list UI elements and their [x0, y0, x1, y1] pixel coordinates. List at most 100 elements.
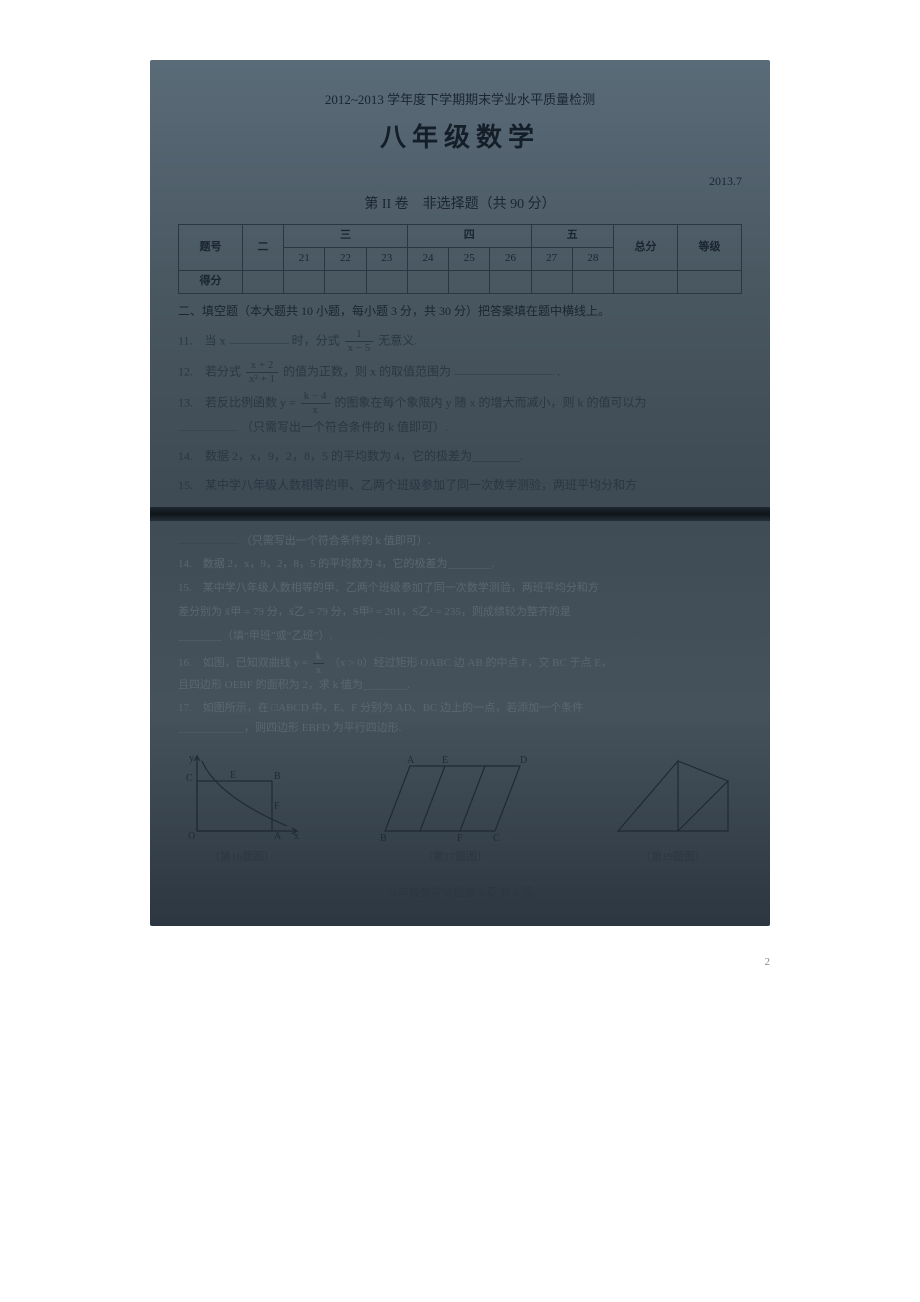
svg-text:F: F — [457, 833, 463, 841]
cell: 27 — [531, 247, 572, 270]
part-title: 第 II 卷 非选择题（共 90 分） — [178, 194, 742, 216]
question-11: 11. 当 x 时，分式 1 x − 5 无意义. — [178, 329, 742, 354]
q13-mid: 的图象在每个象限内 y 随 x 的增大而减小，则 k 的值可以为 — [335, 395, 647, 409]
q16-line2: 且四边形 OEBF 的面积为 2，求 k 值为＿＿＿＿. — [178, 679, 410, 691]
question-14: 14. 数据 2，x，9，2，8，5 的平均数为 4，它的极差为＿＿＿＿. — [178, 445, 742, 468]
svg-text:O: O — [188, 831, 195, 841]
figure-17: A E D B F C （第17题图） — [375, 751, 535, 867]
svg-text:C: C — [493, 833, 500, 841]
page: 2012~2013 学年度下学期期末学业水平质量检测 八年级数学 2013.7 … — [0, 0, 920, 1008]
svg-text:C: C — [186, 773, 193, 784]
figure-16-svg: O A B C F E x y — [182, 751, 302, 841]
cell — [407, 270, 448, 293]
q11-pre: 11. 当 x — [178, 333, 226, 347]
cell — [614, 270, 678, 293]
fraction: k x — [313, 651, 325, 676]
q11-mid: 时，分式 — [292, 333, 340, 347]
cell: 21 — [284, 247, 325, 270]
question-13: 13. 若反比例函数 y = k − 4 x 的图象在每个象限内 y 随 x 的… — [178, 391, 742, 439]
cell — [531, 270, 572, 293]
numerator: k − 4 — [301, 391, 330, 404]
question-15-repeat: 15. 某中学八年级人数相等的甲、乙两个班级参加了同一次数学测验，两班平均分和方 — [178, 579, 742, 599]
q12-pre: 12. 若分式 — [178, 364, 241, 378]
svg-text:B: B — [380, 833, 387, 841]
photo-split — [150, 507, 770, 521]
figure-16: O A B C F E x y （第16题图） — [182, 751, 302, 867]
denominator: x² + 1 — [246, 373, 278, 385]
figure-17-svg: A E D B F C — [375, 751, 535, 841]
svg-text:B: B — [274, 771, 281, 782]
blank — [178, 418, 238, 431]
svg-text:A: A — [407, 755, 415, 766]
question-17: 17. 如图所示，在 □ABCD 中，E、F 分别为 AD、BC 边上的一点，若… — [178, 699, 742, 739]
col-total: 总分 — [614, 224, 678, 270]
svg-text:x: x — [294, 831, 299, 841]
section-2-heading: 二、填空题（本大题共 10 小题，每小题 3 分，共 30 分）把答案填在题中横… — [178, 302, 742, 321]
cell: 23 — [366, 247, 407, 270]
exam-header-line: 2012~2013 学年度下学期期末学业水平质量检测 — [178, 90, 742, 111]
figure-17-caption: （第17题图） — [375, 849, 535, 867]
figure-19-svg — [608, 751, 738, 841]
cell — [449, 270, 490, 293]
col-5: 五 — [531, 224, 613, 247]
svg-text:F: F — [274, 801, 280, 812]
exam-title: 八年级数学 — [178, 117, 742, 159]
cell: 26 — [490, 247, 531, 270]
figure-19-caption: （第19题图） — [608, 849, 738, 867]
fraction: 1 x − 5 — [345, 329, 374, 354]
page-footer: 八年级数学试题第 3 页 共 8 页 — [178, 885, 742, 903]
text: （只需写出一个符合条件的 k 值即可）. — [241, 535, 431, 547]
cell — [677, 270, 741, 293]
score-table: 题号 二 三 四 五 总分 等级 21 22 23 24 25 26 27 28… — [178, 224, 742, 294]
cell: 28 — [572, 247, 613, 270]
denominator: x — [301, 404, 330, 416]
q17-line2: ＿＿＿＿＿＿，则四边形 EBFD 为平行四边形. — [178, 722, 401, 734]
col-grade: 等级 — [677, 224, 741, 270]
fraction: k − 4 x — [301, 391, 330, 416]
q11-post: 无意义. — [378, 333, 417, 347]
question-15d: ＿＿＿＿（填“甲班”或“乙班”）. — [178, 627, 742, 647]
col-4: 四 — [407, 224, 531, 247]
row-score: 得分 — [179, 270, 243, 293]
fraction: x + 2 x² + 1 — [246, 360, 278, 385]
svg-text:D: D — [520, 755, 527, 766]
question-13-repeat-note: （只需写出一个符合条件的 k 值即可）. — [178, 531, 742, 552]
table-row: 题号 二 三 四 五 总分 等级 — [179, 224, 742, 247]
cell: 22 — [325, 247, 366, 270]
svg-text:y: y — [189, 753, 194, 764]
q12-post: . — [557, 364, 560, 378]
numerator: 1 — [345, 329, 374, 342]
exam-photo: 2012~2013 学年度下学期期末学业水平质量检测 八年级数学 2013.7 … — [150, 60, 770, 926]
denominator: x — [313, 664, 325, 676]
question-15: 15. 某中学八年级人数相等的甲、乙两个班级参加了同一次数学测验，两班平均分和方 — [178, 474, 742, 497]
figures-row: O A B C F E x y （第16题图） — [178, 751, 742, 867]
svg-text:A: A — [274, 831, 282, 841]
denominator: x − 5 — [345, 342, 374, 354]
blank — [454, 362, 554, 375]
col-3: 三 — [284, 224, 408, 247]
blank — [178, 531, 238, 544]
table-row: 得分 — [179, 270, 742, 293]
q13-note: （只需写出一个符合条件的 k 值即可）. — [241, 420, 448, 434]
cell — [284, 270, 325, 293]
question-15c: 差分别为 x̄甲 = 79 分，x̄乙 = 79 分，S甲² = 201，S乙²… — [178, 603, 742, 623]
svg-text:E: E — [230, 770, 236, 781]
cell: 24 — [407, 247, 448, 270]
q17-line1: 17. 如图所示，在 □ABCD 中，E、F 分别为 AD、BC 边上的一点，若… — [178, 702, 583, 714]
doc-page-number: 2 — [150, 956, 770, 968]
question-14-repeat: 14. 数据 2，x，9，2，8，5 的平均数为 4，它的极差为＿＿＿＿. — [178, 555, 742, 575]
q16-pre: 16. 如图，已知双曲线 y = — [178, 657, 308, 669]
q16-mid: （x > 0）经过矩形 OABC 边 AB 的中点 F，交 BC 于点 E， — [329, 657, 612, 669]
svg-text:E: E — [442, 755, 448, 766]
exam-date: 2013.7 — [178, 172, 742, 191]
cell — [572, 270, 613, 293]
question-12: 12. 若分式 x + 2 x² + 1 的值为正数，则 x 的取值范围为 . — [178, 360, 742, 385]
col-qnum: 题号 — [179, 224, 243, 270]
blank — [229, 331, 289, 344]
q13-pre: 13. 若反比例函数 y = — [178, 395, 296, 409]
q12-mid: 的值为正数，则 x 的取值范围为 — [283, 364, 451, 378]
numerator: k — [313, 651, 325, 664]
cell — [325, 270, 366, 293]
figure-16-caption: （第16题图） — [182, 849, 302, 867]
col-2: 二 — [242, 224, 283, 270]
